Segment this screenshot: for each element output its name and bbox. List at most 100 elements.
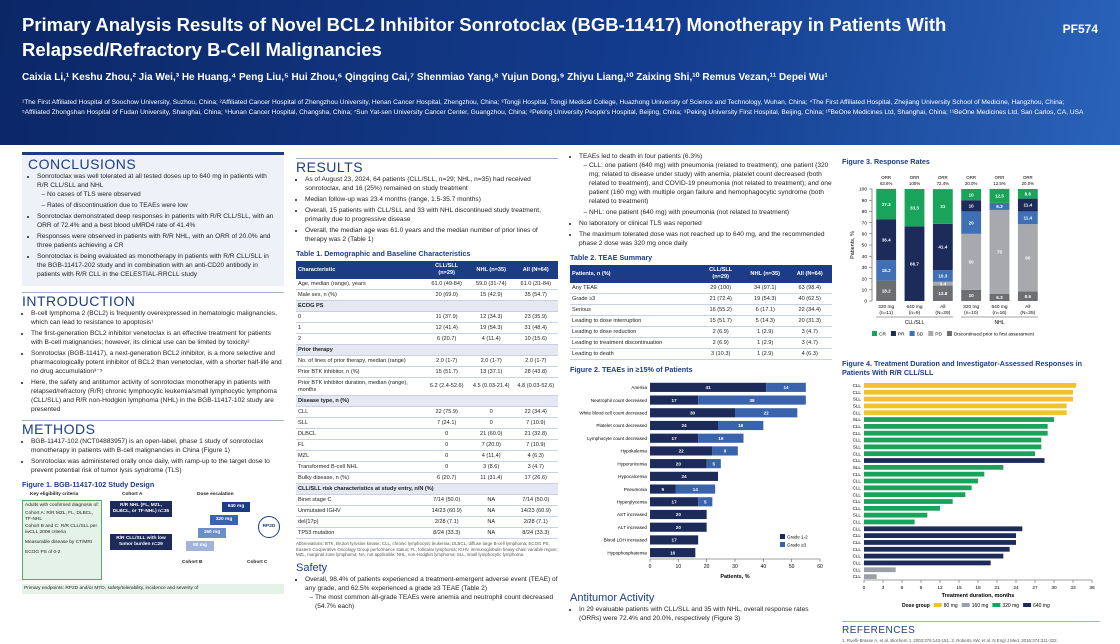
value-label: 10.3 — [938, 274, 947, 279]
row-label: CLL — [853, 383, 862, 388]
cell: Leading to dose reduction — [570, 326, 699, 338]
cell: 21 (32.8) — [513, 428, 558, 440]
cell: 17 (26.6) — [513, 472, 558, 484]
cohort-a: R/R NHL (FL, MZL, DLBCL, or TF-NHL) n=35 — [110, 501, 172, 517]
bullet-text: The maximum tolerated dose was not reach… — [579, 231, 825, 247]
row-label: CLL — [853, 451, 862, 456]
bar-segment — [650, 408, 735, 418]
duration-bar — [864, 437, 1042, 443]
bar-segment — [1017, 224, 1038, 292]
cell: 6 (20.7) — [424, 333, 469, 345]
text: Adults with confirmed diagnosis of: — [25, 503, 99, 508]
column: RESULTS As of August 23, 2024, 64 patient… — [296, 152, 558, 613]
row: Male sex, n (%) 20 (69.0) 15 (42.9) 35 (54.… — [296, 289, 558, 301]
duration-bar — [864, 471, 985, 477]
value-label: 50 — [969, 260, 975, 265]
value-label: 33.3 — [910, 205, 919, 210]
bar-segment — [961, 211, 982, 234]
x-tick-label: (N=29) — [935, 310, 950, 316]
value-label: 17 — [672, 538, 678, 543]
text: Cohort A: R/R MZL, FL, DLBCL, TF-NHL — [25, 510, 94, 522]
row-label: SLL — [853, 513, 862, 518]
bar-segment — [698, 497, 713, 507]
bar-segment — [961, 189, 982, 201]
y-tick-label: 50 — [862, 243, 868, 249]
cell: 4 (11.4) — [468, 333, 514, 345]
value-label: 18.2 — [882, 268, 891, 273]
bullet-text: Here, the safety and antitumor activity … — [31, 379, 277, 413]
x-tick-label: 0 — [863, 585, 866, 591]
bullet: Sonrotoclax was administered orally once… — [31, 457, 284, 475]
bullet-list: TEAEs led to death in four patients (6.3… — [570, 152, 832, 248]
row-label: SLL — [853, 465, 862, 470]
cell: 3 (4.7) — [513, 461, 558, 473]
row-label: CLL — [853, 410, 862, 415]
cell: 21 (60.0) — [468, 428, 514, 440]
row: Prior BTK inhibitor, n (%) 15 (51.7) 13 (3… — [296, 366, 558, 378]
figure-title: Figure 3. Response Rates — [842, 157, 930, 166]
study-design: Key eligibility criteria Cohort A Dose e… — [22, 492, 284, 602]
bullet: BGB-11417-102 (NCT04883957) is an open-l… — [31, 437, 284, 455]
label: Dose escalation — [197, 492, 234, 497]
row: Disease type, n (%) — [296, 395, 558, 407]
cell: 40 (62.5) — [787, 293, 832, 305]
duration-bar — [864, 505, 940, 511]
y-tick-label: 80 — [862, 209, 868, 215]
x-tick-label: (n=10) — [964, 310, 978, 316]
bullet-text: Sonrotoclax demonstrated deep responses … — [37, 213, 274, 229]
orr-label: ORR — [966, 175, 976, 180]
dose: 80 mg — [186, 541, 214, 551]
legend-swatch — [961, 603, 970, 607]
value-label: 20 — [969, 220, 975, 225]
cell: Prior BTK inhibitor, n (%) — [296, 366, 425, 378]
bar-segment — [706, 459, 721, 469]
row-label: SLL — [853, 444, 862, 449]
orr-value: 20.0% — [1022, 181, 1035, 186]
bar-segment — [961, 233, 982, 290]
orr-value: 72.4% — [937, 181, 950, 186]
row: FL 0 7 (20.0) 7 (10.9) — [296, 439, 558, 451]
bullet-text: BGB-11417-102 (NCT04883957) is an open-l… — [31, 438, 264, 454]
x-tick-label: 9 — [920, 585, 923, 591]
cell: 3 (4.7) — [787, 337, 832, 349]
row: 0 11 (37.9) 12 (34.3) 23 (35.9) — [296, 311, 558, 323]
bar-segment — [876, 260, 897, 281]
cell: ECOG PS — [296, 300, 558, 312]
row: Leading to death 3 (10.3) 1 (2.9) 4 (6.3) — [570, 348, 832, 360]
duration-bar — [864, 403, 1067, 409]
legend-label: PD — [935, 332, 942, 338]
bullet-list: B-cell lymphoma 2 (BCL2) is frequently o… — [22, 309, 284, 414]
duration-bar — [864, 546, 1010, 552]
cell: 31 (48.4) — [513, 322, 558, 334]
figure-title: Figure 4. Treatment Duration and Investi… — [842, 359, 1083, 377]
row-label: CLL — [853, 499, 862, 504]
group-label: CLL/SLL — [905, 320, 925, 326]
value-label: 20 — [676, 512, 682, 517]
legend-swatch — [1023, 603, 1032, 607]
y-tick-label: 40 — [862, 254, 868, 260]
category-label: Pneumonia — [624, 487, 648, 492]
bullet-list: BGB-11417-102 (NCT04883957) is an open-l… — [22, 437, 284, 475]
poster: Primary Analysis Results of Novel BCL2 I… — [0, 0, 1120, 630]
value-label: 30 — [690, 410, 696, 415]
bar-segment — [989, 202, 1010, 210]
bar-segment — [650, 535, 699, 545]
row-label: CLL — [853, 492, 862, 497]
cell: 0 — [296, 311, 425, 323]
value-label: 12.5 — [995, 194, 1004, 199]
bar-segment — [650, 433, 699, 443]
cell: 21 (72.4) — [698, 293, 743, 305]
duration-bar — [864, 417, 1054, 422]
cell: 20 (31.3) — [787, 315, 832, 327]
y-axis-label: Patients, % — [850, 231, 856, 259]
cell: 61.0 (49-84) — [424, 279, 469, 290]
header-cell: All (N=64) — [513, 261, 558, 279]
x-tick-label: 40 — [761, 564, 767, 570]
bar-segment — [650, 446, 713, 456]
sub-list: No cases of TLS were observed Rates of di… — [37, 190, 278, 210]
cell: 15 (51.7) — [698, 315, 743, 327]
x-tick-label: 50 — [789, 564, 795, 570]
rp2d: RP2D — [258, 516, 280, 538]
cell: 11 (31.4) — [468, 472, 514, 484]
x-tick-label: 20 — [704, 564, 710, 570]
